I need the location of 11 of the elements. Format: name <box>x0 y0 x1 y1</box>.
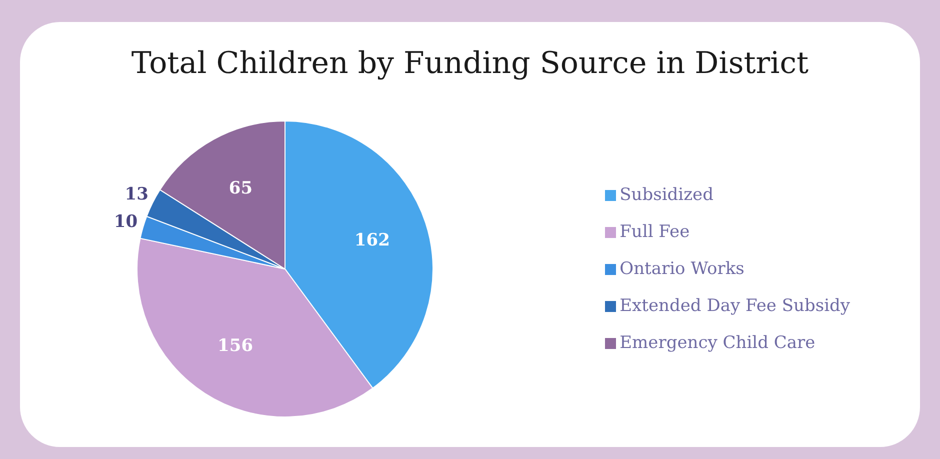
data-label: 13 <box>124 184 148 205</box>
legend-label: Full Fee <box>620 222 690 242</box>
legend-label: Extended Day Fee Subsidy <box>620 296 850 316</box>
legend-label: Emergency Child Care <box>620 332 816 352</box>
data-label: 65 <box>228 178 253 199</box>
data-label: 156 <box>218 336 254 356</box>
legend-label: Ontario Works <box>620 258 744 278</box>
data-label: 10 <box>114 212 138 232</box>
chart-title: Total Children by Funding Source in District <box>130 46 810 81</box>
data-label: 162 <box>354 230 390 250</box>
legend-label: Subsidized <box>620 184 714 204</box>
